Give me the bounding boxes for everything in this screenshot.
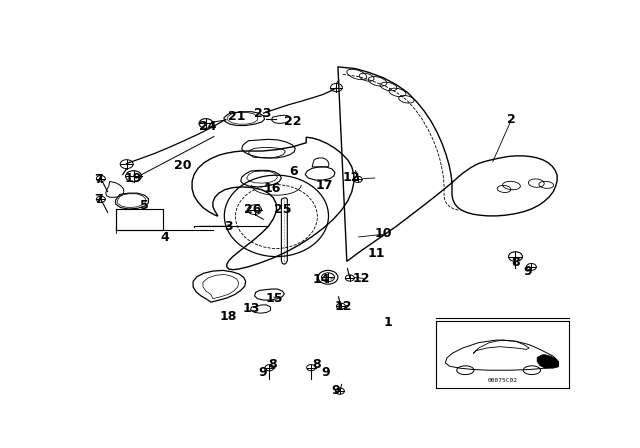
Text: 4: 4	[160, 231, 169, 244]
Text: 16: 16	[264, 182, 281, 195]
Text: 6: 6	[289, 164, 298, 177]
Text: 17: 17	[316, 179, 333, 192]
Text: 9: 9	[322, 366, 330, 379]
Text: 22: 22	[284, 115, 301, 128]
Text: 2: 2	[507, 113, 516, 126]
Text: 9: 9	[332, 383, 340, 396]
Text: 15: 15	[266, 292, 283, 305]
Text: 11: 11	[368, 247, 385, 260]
Text: 8: 8	[312, 358, 321, 371]
Text: 25: 25	[274, 203, 291, 216]
Text: 12: 12	[353, 272, 371, 285]
Text: 20: 20	[175, 159, 192, 172]
Text: 9: 9	[258, 366, 267, 379]
Text: 8: 8	[511, 256, 520, 269]
Text: 23: 23	[254, 107, 271, 120]
Text: 18: 18	[219, 310, 237, 323]
Text: 12: 12	[343, 172, 360, 185]
Text: 10: 10	[375, 227, 392, 240]
Text: 9: 9	[523, 265, 532, 278]
Text: 24: 24	[199, 120, 217, 133]
Text: 21: 21	[228, 110, 246, 123]
Text: 8: 8	[268, 358, 276, 371]
Text: 12: 12	[334, 300, 351, 313]
Text: 1: 1	[383, 316, 392, 329]
Text: 14: 14	[312, 273, 330, 286]
Text: 5: 5	[140, 199, 149, 212]
Text: 7: 7	[95, 173, 103, 186]
Text: 26: 26	[244, 203, 261, 216]
Text: 19: 19	[125, 172, 142, 185]
Text: 13: 13	[243, 302, 260, 315]
Text: 3: 3	[225, 220, 233, 233]
Text: 7: 7	[95, 193, 103, 206]
